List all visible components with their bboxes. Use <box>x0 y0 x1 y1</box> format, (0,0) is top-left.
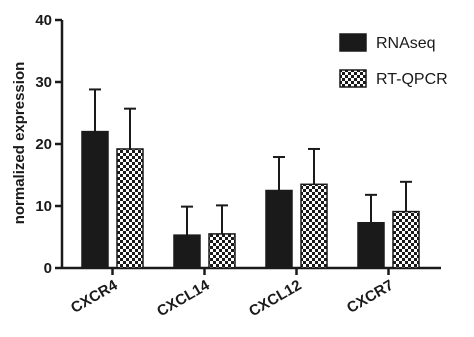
x-tick-label: CXCL12 <box>246 277 304 320</box>
bar-rnaseq-cxcl14 <box>173 234 201 269</box>
bar-rnaseq-cxcr4 <box>81 130 109 269</box>
legend-swatch <box>339 33 367 52</box>
bar-rt-qpcr-cxcr7 <box>392 210 420 269</box>
y-tick-label: 40 <box>35 12 52 29</box>
y-tick-label: 20 <box>35 136 52 153</box>
legend-label: RNAseq <box>376 35 436 52</box>
x-tick-label: CXCR7 <box>344 277 397 317</box>
y-tick-label: 0 <box>44 260 52 277</box>
x-tick-label: CXCL14 <box>154 276 213 320</box>
bar-rnaseq-cxcl12 <box>265 189 293 269</box>
bar-rt-qpcr-cxcr4 <box>116 148 144 269</box>
bar-rnaseq-cxcr7 <box>357 221 385 269</box>
legend: RNAseq RT-QPCR <box>339 33 448 88</box>
bar-rt-qpcr-cxcl12 <box>300 183 328 269</box>
bar-rt-qpcr-cxcl14 <box>208 233 236 269</box>
x-tick-label: CXCR4 <box>68 276 121 316</box>
legend-label: RT-QPCR <box>376 71 448 88</box>
plot-area: 0 10 20 30 40 CXCR4 CXCL14 CXCL12 CXCR7 <box>35 12 441 320</box>
y-tick-label: 30 <box>35 74 52 91</box>
y-axis-label: normalized expression <box>11 62 28 225</box>
legend-swatch <box>339 69 367 88</box>
y-tick-label: 10 <box>35 198 52 215</box>
